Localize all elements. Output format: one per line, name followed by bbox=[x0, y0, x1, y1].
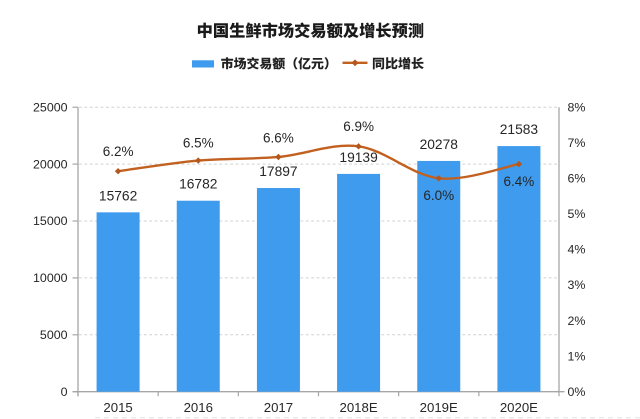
svg-text:19139: 19139 bbox=[339, 150, 378, 165]
svg-text:2019E: 2019E bbox=[420, 400, 458, 415]
svg-text:10000: 10000 bbox=[33, 271, 68, 285]
svg-text:7%: 7% bbox=[568, 136, 586, 150]
svg-text:6.2%: 6.2% bbox=[103, 144, 134, 159]
svg-text:15000: 15000 bbox=[33, 214, 68, 228]
svg-text:0%: 0% bbox=[568, 385, 586, 399]
svg-text:25000: 25000 bbox=[33, 100, 68, 114]
svg-text:6.4%: 6.4% bbox=[504, 174, 535, 189]
svg-text:21583: 21583 bbox=[500, 122, 539, 137]
svg-text:6.5%: 6.5% bbox=[183, 136, 214, 151]
svg-text:0: 0 bbox=[61, 385, 68, 399]
svg-text:5%: 5% bbox=[568, 207, 586, 221]
svg-text:5000: 5000 bbox=[40, 328, 68, 342]
svg-text:2%: 2% bbox=[568, 314, 586, 328]
svg-text:17897: 17897 bbox=[259, 164, 297, 179]
svg-text:6%: 6% bbox=[568, 172, 586, 186]
svg-text:4%: 4% bbox=[568, 243, 586, 257]
svg-text:8%: 8% bbox=[568, 100, 586, 114]
svg-text:2018E: 2018E bbox=[340, 400, 378, 415]
svg-text:6.0%: 6.0% bbox=[423, 188, 454, 203]
svg-text:2020E: 2020E bbox=[500, 400, 538, 415]
svg-text:6.9%: 6.9% bbox=[343, 119, 374, 134]
svg-text:20278: 20278 bbox=[420, 137, 459, 152]
svg-text:2017: 2017 bbox=[264, 400, 293, 415]
svg-text:1%: 1% bbox=[568, 349, 586, 363]
svg-text:16782: 16782 bbox=[179, 177, 217, 192]
svg-text:20000: 20000 bbox=[33, 157, 68, 171]
svg-text:15762: 15762 bbox=[99, 188, 137, 203]
svg-text:2016: 2016 bbox=[184, 400, 213, 415]
svg-text:2015: 2015 bbox=[103, 400, 132, 415]
svg-text:6.6%: 6.6% bbox=[263, 130, 294, 145]
svg-text:3%: 3% bbox=[568, 278, 586, 292]
